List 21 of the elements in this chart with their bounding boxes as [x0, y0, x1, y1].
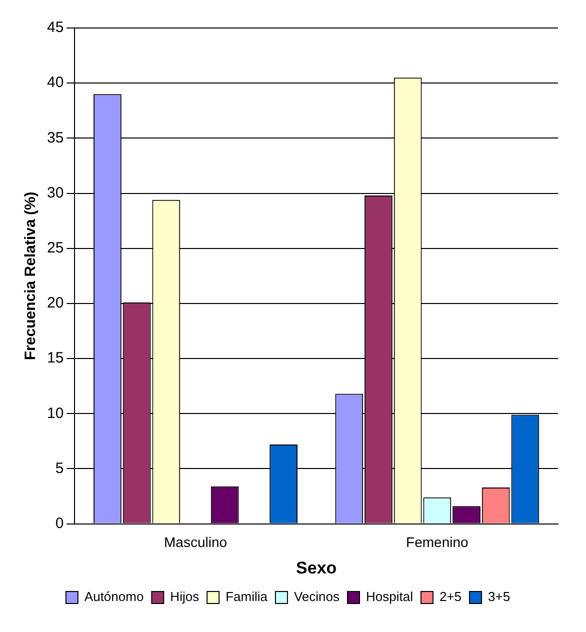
legend-label: 3+5: [488, 589, 510, 604]
x-tick-label: Femenino: [406, 534, 469, 550]
x-tick-label: Masculino: [164, 534, 228, 550]
legend-label: Hospital: [366, 589, 414, 604]
y-tick-label: 0: [55, 514, 64, 532]
legend-label: 2+5: [439, 589, 462, 604]
y-tick-label: 30: [46, 184, 64, 202]
y-tick-label: 40: [46, 74, 64, 92]
legend-label: Familia: [226, 589, 268, 604]
y-tick-label: 35: [46, 129, 64, 146]
y-tick-label: 45: [46, 19, 64, 36]
legend-label: Hijos: [170, 589, 200, 604]
y-tick-label: 15: [46, 350, 64, 367]
y-tick-label: 10: [46, 404, 64, 422]
legend-label: Autónomo: [84, 589, 144, 604]
y-tick-label: 5: [55, 460, 64, 477]
legend-label: Vecinos: [294, 589, 340, 604]
y-tick-label: 20: [46, 294, 64, 312]
x-axis-title: Sexo: [296, 558, 337, 578]
y-tick-label: 25: [46, 239, 64, 256]
y-axis-title: Frecuencia Relativa (%): [22, 192, 40, 360]
